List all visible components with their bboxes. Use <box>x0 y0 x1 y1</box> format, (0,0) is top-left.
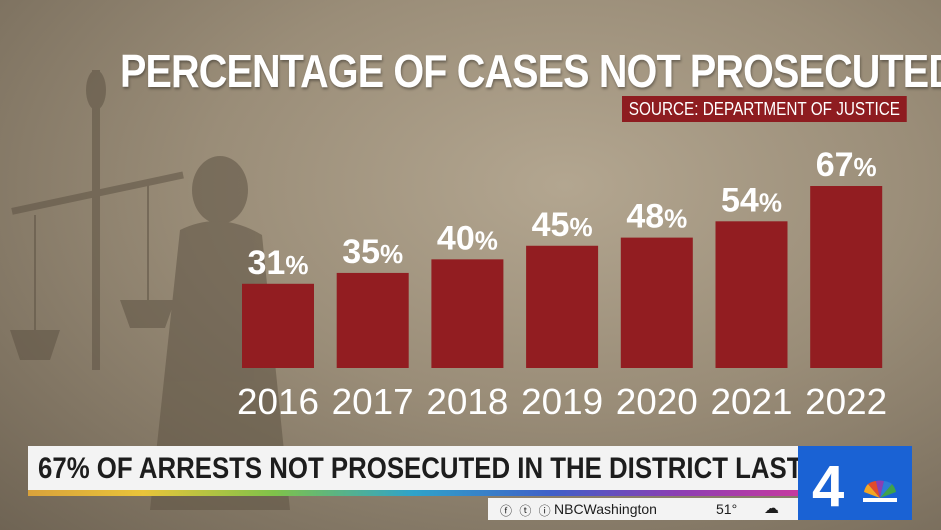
headline-text: 67% OF ARRESTS NOT PROSECUTED IN THE DIS… <box>38 452 881 485</box>
tick-label-2021: 2021 <box>711 381 793 422</box>
value-label-2019: 45% <box>532 206 593 244</box>
bar-2020 <box>620 237 693 368</box>
tick-label-2016: 2016 <box>237 381 319 422</box>
value-label-2022: 67% <box>816 146 877 184</box>
tick-label-2020: 2020 <box>616 381 698 422</box>
value-label-2020: 48% <box>626 198 687 236</box>
bar-2018 <box>431 259 504 368</box>
bar-2017 <box>336 272 409 368</box>
social-handle: NBCWashington <box>554 501 657 517</box>
value-label-2021: 54% <box>721 181 782 219</box>
bar-chart: 31% 2016 35% 2017 40% 2018 45% 2019 48% 2020 54% 20… <box>237 146 887 422</box>
nbc4-logo: 4 <box>798 446 912 520</box>
peacock-icon <box>863 480 897 502</box>
headline-bar: 67% OF ARRESTS NOT PROSECUTED IN THE DIS… <box>28 446 881 490</box>
info-bar: ⓕ ⓣ ⓘ NBCWashington 51° ☁ <box>488 498 798 520</box>
temperature: 51° <box>716 501 738 517</box>
bar-2022 <box>810 186 883 368</box>
tick-label-2017: 2017 <box>332 381 414 422</box>
cloud-icon: ☁ <box>764 500 779 517</box>
bar-2019 <box>526 245 599 368</box>
value-label-2016: 31% <box>248 244 309 282</box>
social-icons: ⓕ ⓣ ⓘ <box>500 504 553 518</box>
value-label-2018: 40% <box>437 219 498 257</box>
tick-label-2018: 2018 <box>426 381 508 422</box>
tick-label-2022: 2022 <box>805 381 887 422</box>
tick-label-2019: 2019 <box>521 381 603 422</box>
value-label-2017: 35% <box>342 233 403 271</box>
rainbow-stripe <box>28 490 798 496</box>
source-label: SOURCE: DEPARTMENT OF JUSTICE <box>622 96 907 122</box>
bar-2016 <box>242 283 314 368</box>
logo-number: 4 <box>812 454 844 519</box>
bar-2021 <box>715 221 788 368</box>
